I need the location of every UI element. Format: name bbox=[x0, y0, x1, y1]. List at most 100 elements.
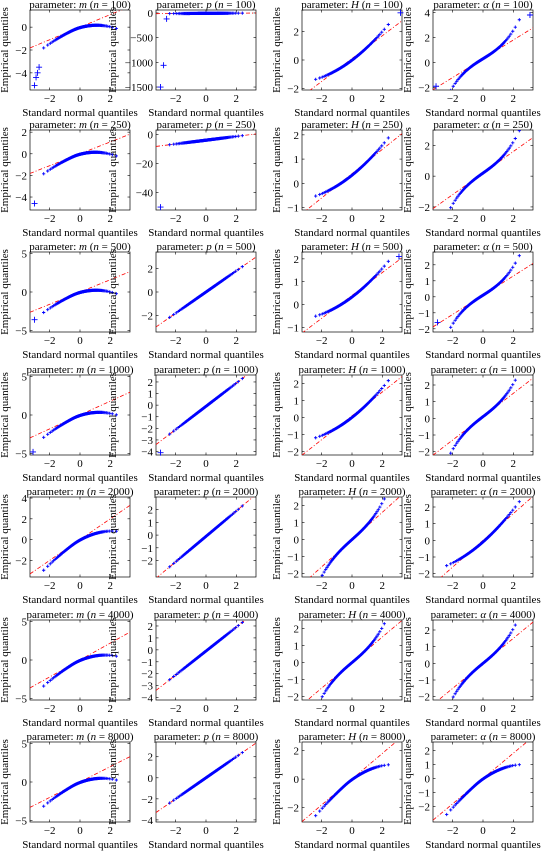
x-tick-label: −2 bbox=[170, 703, 182, 715]
data-point bbox=[236, 623, 240, 628]
data-point bbox=[507, 512, 511, 517]
data-point bbox=[42, 435, 46, 439]
chart-title: parameter: m (n = 100) bbox=[29, 0, 131, 11]
x-axis-label: Standard normal quantiles bbox=[22, 472, 137, 484]
data-point bbox=[114, 292, 118, 296]
x-tick-label: 2 bbox=[380, 580, 386, 592]
data-point bbox=[511, 29, 515, 33]
y-tick-label: −2 bbox=[418, 569, 430, 581]
x-tick-label: 0 bbox=[203, 458, 209, 470]
y-tick-label: 0 bbox=[294, 178, 300, 190]
x-tick-label: 2 bbox=[511, 825, 517, 837]
data-point bbox=[320, 695, 324, 699]
data-point bbox=[236, 379, 240, 384]
x-tick-label: 2 bbox=[380, 335, 386, 347]
data-point bbox=[382, 27, 386, 31]
chart-title: parameter: H (n = 2000) bbox=[298, 486, 405, 498]
x-axis-label: Standard normal quantiles bbox=[148, 472, 263, 484]
y-tick-label: 1 bbox=[148, 389, 154, 401]
y-tick-label: 0 bbox=[148, 129, 154, 141]
data-point bbox=[168, 678, 172, 682]
y-tick-label: 0 bbox=[148, 8, 154, 20]
data-point bbox=[506, 272, 510, 276]
y-tick-label: 2 bbox=[148, 621, 154, 633]
y-tick-label: 1 bbox=[294, 641, 300, 653]
data-point bbox=[108, 290, 112, 294]
data-point bbox=[174, 559, 178, 563]
chart-title: parameter: p (n = 1000) bbox=[154, 364, 259, 376]
data-point bbox=[320, 806, 324, 810]
data-point bbox=[509, 32, 513, 36]
data-point bbox=[110, 777, 114, 781]
y-tick-label: −2 bbox=[15, 170, 27, 182]
data-point bbox=[48, 167, 52, 171]
axes-box bbox=[301, 496, 403, 578]
y-axis-label: Empirical quantiles bbox=[402, 7, 414, 93]
x-tick-label: 2 bbox=[511, 335, 517, 347]
data-point bbox=[513, 505, 517, 509]
y-tick-label: 1 bbox=[148, 517, 154, 529]
x-tick-label: 0 bbox=[349, 93, 355, 105]
data-point bbox=[48, 562, 52, 566]
data-point bbox=[507, 633, 511, 637]
y-tick-label: 2 bbox=[425, 140, 431, 152]
data-point bbox=[48, 41, 52, 45]
data-point bbox=[322, 691, 326, 696]
y-tick-label: 0 bbox=[148, 645, 154, 657]
y-tick-label: 5 bbox=[22, 617, 28, 629]
y-tick-label: 0 bbox=[294, 55, 300, 67]
y-tick-label: −2 bbox=[287, 803, 299, 815]
data-point bbox=[108, 411, 112, 415]
x-tick-label: 2 bbox=[108, 825, 114, 837]
y-axis-label: Empirical quantiles bbox=[402, 249, 414, 335]
reference-line bbox=[156, 375, 248, 445]
y-tick-label: 0 bbox=[425, 58, 431, 70]
axes-box bbox=[432, 251, 534, 333]
data-point bbox=[449, 325, 453, 329]
data-point bbox=[382, 622, 386, 626]
x-axis-label: Standard normal quantiles bbox=[22, 107, 137, 119]
data-point bbox=[380, 386, 384, 391]
x-tick-label: 2 bbox=[511, 458, 517, 470]
data-point bbox=[517, 18, 521, 22]
data-point bbox=[46, 564, 50, 568]
y-tick-label: −1500 bbox=[125, 82, 154, 94]
y-tick-label: −5 bbox=[15, 448, 27, 460]
data-point bbox=[517, 500, 521, 504]
y-tick-label: 2 bbox=[425, 380, 431, 392]
data-point bbox=[451, 321, 455, 325]
data-point bbox=[240, 265, 244, 269]
reference-line bbox=[433, 27, 533, 90]
chart-title: parameter: α (n = 2000) bbox=[431, 486, 536, 498]
y-tick-label: 2 bbox=[294, 26, 300, 38]
x-axis-label: Standard normal quantiles bbox=[425, 839, 540, 851]
reference-line bbox=[433, 263, 533, 328]
x-tick-label: 2 bbox=[380, 703, 386, 715]
data-point bbox=[110, 153, 114, 157]
x-tick-label: 2 bbox=[108, 213, 114, 225]
data-point bbox=[168, 11, 172, 16]
data-point bbox=[455, 689, 459, 693]
y-tick-label: 5 bbox=[22, 739, 28, 751]
data-point bbox=[168, 565, 172, 569]
data-point bbox=[378, 630, 382, 634]
x-tick-label: 2 bbox=[108, 458, 114, 470]
y-axis-label: Empirical quantiles bbox=[107, 739, 119, 825]
x-tick-label: −2 bbox=[44, 93, 56, 105]
data-point bbox=[513, 763, 517, 767]
data-point bbox=[110, 25, 114, 29]
x-tick-label: 2 bbox=[108, 580, 114, 592]
x-tick-label: 0 bbox=[203, 580, 209, 592]
outlier-point bbox=[36, 64, 43, 71]
outlier-point bbox=[163, 15, 170, 22]
data-point bbox=[513, 261, 517, 265]
data-point bbox=[168, 432, 172, 436]
data-point bbox=[382, 141, 386, 145]
outlier-point bbox=[160, 62, 167, 69]
x-tick-label: −2 bbox=[316, 825, 328, 837]
data-point bbox=[374, 511, 378, 516]
y-tick-label: −2 bbox=[141, 311, 153, 323]
data-point bbox=[386, 136, 390, 140]
